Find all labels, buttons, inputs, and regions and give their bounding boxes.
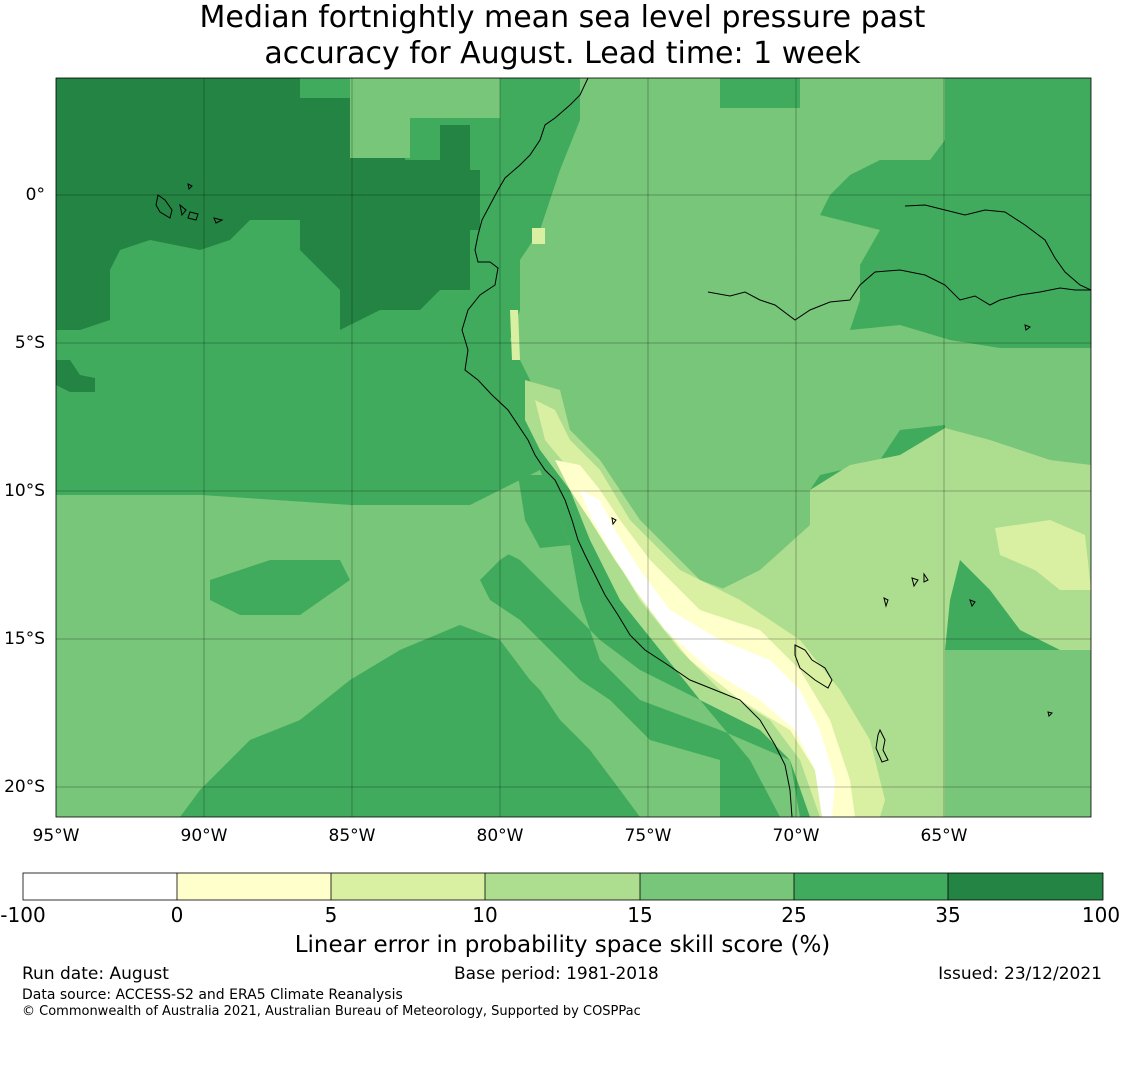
colorbar-bin (331, 873, 485, 900)
copyright: © Commonwealth of Australia 2021, Austra… (22, 1004, 641, 1019)
colorbar-bin (948, 873, 1103, 900)
colorbar-bin (177, 873, 331, 900)
colorbar-tick-label: 15 (627, 903, 652, 927)
map-frame (55, 77, 1092, 818)
lon-tick-label: 90°W (181, 826, 228, 846)
colorbar: -100 0 5 10 15 25 35 100 (0, 872, 1120, 927)
colorbar-tick-label: 5 (325, 903, 338, 927)
colorbar-bin (640, 873, 794, 900)
issued-date: Issued: 23/12/2021 (938, 964, 1102, 984)
lon-tick-label: 75°W (625, 826, 672, 846)
colorbar-tick-label: -100 (0, 903, 45, 927)
colorbar-dividers (176, 873, 949, 900)
lon-tick-labels: 95°W 90°W 85°W 80°W 75°W 70°W 65°W (33, 826, 968, 846)
colorbar-tick-labels: -100 0 5 10 15 25 35 100 (0, 903, 1120, 927)
field-15-25-east-inset (945, 650, 1091, 817)
lon-tick-label: 70°W (773, 826, 820, 846)
south-america-coastline (461, 78, 793, 817)
graticule (56, 78, 1091, 817)
title-line-2: accuracy for August. Lead time: 1 week (264, 36, 861, 71)
colorbar-tick-label: 100 (1082, 903, 1120, 927)
lon-tick-label: 95°W (33, 826, 80, 846)
run-date: Run date: August (22, 964, 169, 984)
field-5-10-east (995, 520, 1091, 590)
lon-tick-label: 65°W (921, 826, 968, 846)
colorbar-tick-label: 10 (472, 903, 497, 927)
base-period: Base period: 1981-2018 (454, 964, 659, 984)
lat-tick-label: 0° (26, 185, 45, 205)
small-islands (611, 324, 1053, 717)
lat-tick-label: 20°S (4, 777, 45, 797)
data-source: Data source: ACCESS-S2 and ERA5 Climate … (22, 987, 403, 1003)
field-15-25-south-inner (56, 490, 720, 817)
lake-poopo (875, 728, 889, 763)
field-below-0-coast (580, 490, 835, 817)
title-line-1: Median fortnightly mean sea level pressu… (199, 0, 926, 35)
lat-tick-label: 15°S (4, 629, 45, 649)
field-25-35-south-mid (300, 625, 640, 817)
lat-tick-label: 10°S (4, 481, 45, 501)
coastlines (155, 78, 1091, 817)
field-25-35-south-west (210, 560, 350, 615)
field-35-100-cape (56, 360, 95, 392)
field-5-10-north-strip (510, 310, 520, 360)
chart-title: Median fortnightly mean sea level pressu… (0, 0, 1125, 72)
field-10-15-east (700, 428, 1091, 817)
negro-river (904, 204, 1091, 291)
colorbar-bin (485, 873, 640, 900)
colorbar-frame (22, 872, 1104, 901)
lake-titicaca (794, 644, 833, 689)
colorbar-tick-label: 0 (171, 903, 184, 927)
field-15-25-north-blob (600, 155, 850, 310)
field-25-35-peru-coast (518, 475, 570, 548)
colorbar-bin (23, 873, 177, 900)
amazon-river (707, 269, 1091, 321)
colorbar-tick-label: 35 (935, 903, 960, 927)
lon-tick-label: 85°W (329, 826, 376, 846)
lat-tick-labels: 0° 5°S 10°S 15°S 20°S (4, 185, 45, 797)
lat-tick-label: 5°S (15, 333, 45, 353)
galapagos-islands (155, 183, 224, 224)
colorbar-caption: Linear error in probability space skill … (294, 932, 831, 958)
colorbar-bin (794, 873, 948, 900)
colorbar-tick-label: 25 (781, 903, 806, 927)
field-5-10-north-dot (532, 228, 545, 244)
map-field (56, 78, 1091, 817)
field-15-25-north (350, 78, 500, 158)
lon-tick-label: 80°W (477, 826, 524, 846)
